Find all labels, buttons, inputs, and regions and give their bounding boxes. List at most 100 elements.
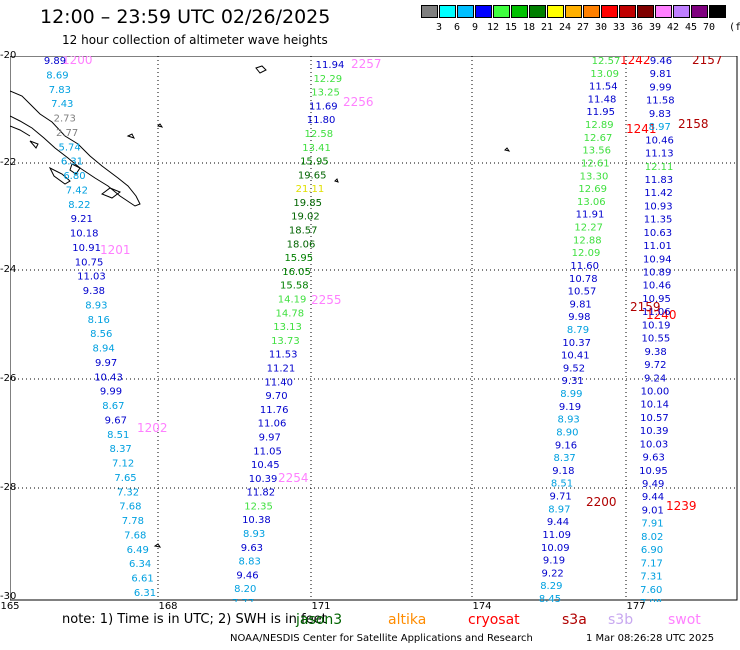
color-scale-label: 70 [702, 22, 716, 33]
wave-height-value: 10.37 [562, 338, 591, 349]
wave-height-value: 11.60 [570, 261, 599, 272]
footer-note: note: 1) Time is in UTC; 2) SWH is in fe… [62, 612, 327, 627]
wave-height-value: 13.41 [302, 143, 331, 154]
wave-height-value: 11.94 [316, 60, 345, 71]
color-scale-label: 39 [648, 22, 662, 33]
wave-height-value: 7.17 [641, 558, 663, 569]
wave-height-value: 9.18 [552, 466, 574, 477]
wave-height-value: 8.02 [641, 532, 663, 543]
wave-height-value: 12.67 [584, 133, 613, 144]
wave-height-value: 10.57 [568, 287, 597, 298]
page-title: 12:00 – 23:59 UTC 02/26/2025 [40, 6, 331, 28]
coastline [69, 163, 81, 175]
wave-height-value: 12.58 [305, 129, 334, 140]
wave-height-value: 18.57 [289, 226, 318, 237]
coastline [334, 178, 339, 183]
color-scale-label: 6 [453, 22, 461, 33]
color-scale-label: 45 [684, 22, 698, 33]
wave-height-value: 8.22 [68, 200, 90, 211]
wave-height-value: 7.91 [641, 519, 663, 530]
wave-height-value: 11.40 [264, 377, 293, 388]
wave-height-value: 11.42 [644, 188, 673, 199]
wave-height-value: 10.18 [70, 229, 99, 240]
wave-height-value: 7.65 [114, 473, 136, 484]
wave-height-value: 11.58 [646, 96, 675, 107]
track-time-label: 2157 [692, 56, 723, 67]
color-swatch [457, 5, 474, 18]
wave-height-value: 9.72 [644, 360, 666, 371]
wave-height-value: 9.38 [645, 347, 667, 358]
wave-height-value: 9.49 [642, 479, 664, 490]
coastline [153, 543, 162, 548]
wave-height-value: 7.68 [119, 502, 141, 513]
wave-height-value: 11.83 [644, 175, 673, 186]
satellite-legend-item: s3a [562, 612, 587, 628]
satellite-legend-item: cryosat [468, 612, 520, 628]
longitude-label: 168 [158, 601, 178, 612]
color-swatch [511, 5, 528, 18]
wave-height-value: 11.13 [645, 149, 674, 160]
wave-height-value: 8.69 [46, 70, 68, 81]
wave-height-value: 9.67 [105, 415, 127, 426]
wave-height-value: 8.79 [567, 325, 589, 336]
wave-height-value: 2.77 [56, 128, 78, 139]
coastline [10, 90, 141, 207]
track-time-label: 1201 [100, 243, 131, 257]
wave-height-value: 8.83 [239, 557, 261, 568]
wave-height-value: 11.01 [643, 241, 672, 252]
track-time-label: 1240 [646, 308, 677, 322]
wave-height-value: 8.93 [85, 300, 107, 311]
satellite-legend-item: swot [668, 612, 701, 628]
wave-height-value: 10.39 [640, 426, 669, 437]
wave-height-value: 21.11 [296, 184, 325, 195]
longitude-label: 174 [472, 601, 492, 612]
wave-height-value: 9.98 [568, 312, 590, 323]
wave-height-value: 19.02 [291, 212, 320, 223]
wave-height-value: 19.65 [298, 170, 327, 181]
track-time-label: 2200 [586, 495, 617, 509]
wave-height-value: 11.82 [247, 488, 276, 499]
wave-height-map: 9.89 8.69 7.83 7.43 2.73 2.77 5.74 6.31 6.80 7.42… [10, 56, 738, 602]
wave-height-value: 6.61 [131, 574, 153, 585]
wave-height-value: 9.44 [642, 492, 664, 503]
color-swatch [493, 5, 510, 18]
wave-height-value: 10.43 [94, 372, 123, 383]
wave-height-value: 11.06 [258, 419, 287, 430]
wave-height-value: 6.34 [129, 559, 151, 570]
wave-height-value: 13.56 [582, 146, 611, 157]
wave-height-value: 13.06 [577, 197, 606, 208]
color-scale-label: 27 [576, 22, 590, 33]
coastline [48, 166, 71, 185]
wave-height-value: 9.19 [559, 402, 581, 413]
latitude-label: -24 [0, 264, 17, 275]
wave-height-value: 13.13 [273, 322, 302, 333]
wave-height-value: 11.54 [589, 82, 618, 93]
wave-height-value: 11.80 [307, 115, 336, 126]
coastline [255, 65, 267, 74]
wave-height-value: 8.90 [556, 427, 578, 438]
wave-height-value: 7.68 [124, 530, 146, 541]
coastline [157, 123, 164, 128]
longitude-label: 171 [311, 601, 331, 612]
latitude-label: -30 [0, 591, 17, 602]
wave-height-value: 9.31 [562, 376, 584, 387]
wave-height-value: 9.44 [547, 517, 569, 528]
color-scale-label: 21 [540, 22, 554, 33]
wave-height-value: 9.63 [241, 543, 263, 554]
color-scale-label: 15 [504, 22, 518, 33]
color-scale-label: 33 [612, 22, 626, 33]
wave-height-value: 12.29 [313, 74, 342, 85]
credit-text: NOAA/NESDIS Center for Satellite Applica… [230, 633, 533, 644]
satellite-legend-item: jason3 [296, 612, 343, 628]
coastline [10, 125, 31, 137]
track-time-label: 2159 [630, 300, 661, 314]
color-swatch [601, 5, 618, 18]
wave-height-value: 7.12 [112, 459, 134, 470]
wave-height-value: 9.83 [649, 109, 671, 120]
wave-height-value: 9.99 [100, 387, 122, 398]
wave-height-value: 11.76 [260, 405, 289, 416]
color-scale-unit: (ft) [728, 22, 740, 33]
latitude-label: -20 [0, 50, 17, 61]
track-time-label: 1242 [620, 56, 651, 67]
wave-height-value: 9.19 [543, 556, 565, 567]
